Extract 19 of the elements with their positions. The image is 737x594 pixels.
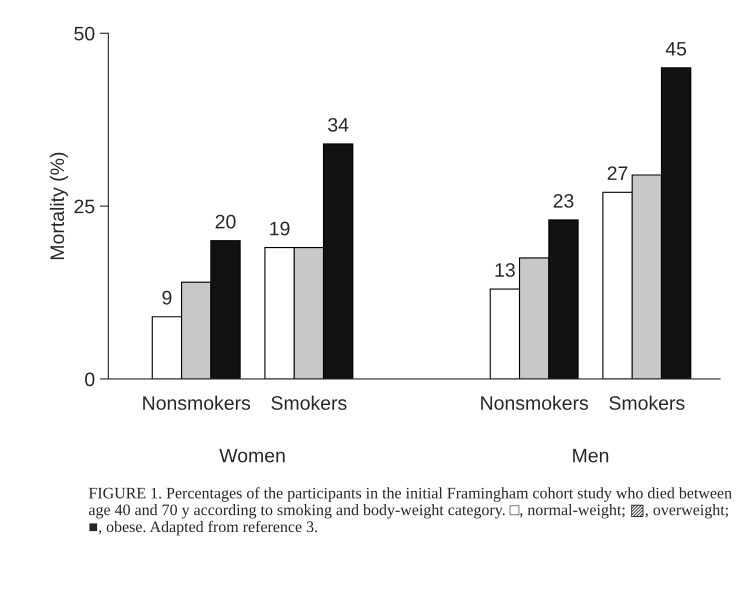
data-label: 45 [666, 42, 686, 56]
data-label: 34 [328, 118, 348, 132]
y-axis-title: Mortality (%) [50, 152, 68, 260]
y-tick-label: 25 [74, 200, 94, 214]
caption: FIGURE 1. Percentages of the participants in the initial Framingham cohort study who died between age 40 and 70 y according to smoking and body-weight category. □, normal-weight; ▨, overweight; ■, obese. Adapted from reference 3. [88, 487, 732, 536]
text: Men [573, 448, 608, 462]
data-label: 9 [162, 290, 172, 305]
x-tick-label: Smokers [271, 396, 347, 410]
data-label: 20 [216, 214, 236, 229]
text: Women [219, 448, 285, 462]
data-label: 13 [496, 263, 515, 277]
y-tick-label: 0 [85, 372, 94, 386]
x-tick-label: Smokers [609, 396, 684, 410]
data-label: 27 [608, 166, 628, 180]
data-label: 19 [270, 222, 290, 236]
x-tick-label: Nonsmokers [143, 396, 250, 410]
x-tick-label: Nonsmokers [481, 396, 588, 410]
y-tick-label: 50 [74, 26, 94, 40]
data-label: 23 [554, 194, 574, 208]
